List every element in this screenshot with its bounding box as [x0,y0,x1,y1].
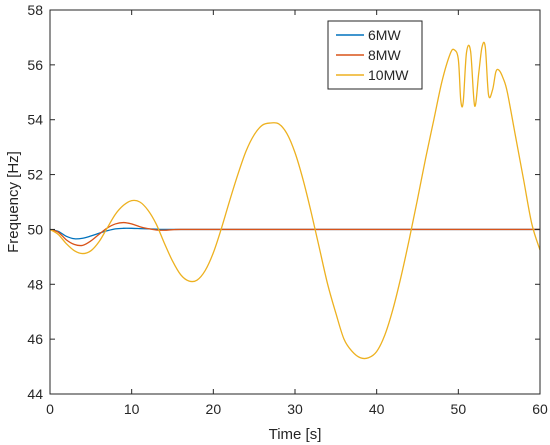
y-tick-label: 50 [27,221,43,237]
x-tick-label: 10 [124,401,140,417]
legend-label-0: 6MW [368,27,401,43]
x-tick-label: 30 [287,401,303,417]
legend-label-1: 8MW [368,47,401,63]
x-tick-label: 20 [206,401,222,417]
y-axis-label: Frequency [Hz] [5,151,22,253]
legend-label-2: 10MW [368,67,409,83]
plot-area [50,10,540,394]
x-tick-label: 0 [46,401,54,417]
series-line-2 [49,41,541,360]
axes: 0 10 20 30 40 50 60 44 46 48 50 52 54 56 58 [27,2,548,417]
x-tick-label: 60 [532,401,548,417]
x-tick-label: 50 [451,401,467,417]
y-tick-label: 52 [27,167,43,183]
y-tick-label: 54 [27,112,43,128]
y-tick-label: 48 [27,276,43,292]
x-axis-label: Time [s] [269,426,322,443]
x-tick-label: 40 [369,401,385,417]
y-tick-label: 58 [27,2,43,18]
series-line-1 [49,221,540,247]
legend: 6MW 8MW 10MW [327,20,423,90]
y-tick-label: 44 [27,386,43,402]
y-tick-label: 46 [27,331,43,347]
series-layer [49,41,541,360]
y-tick-label: 56 [27,57,43,73]
